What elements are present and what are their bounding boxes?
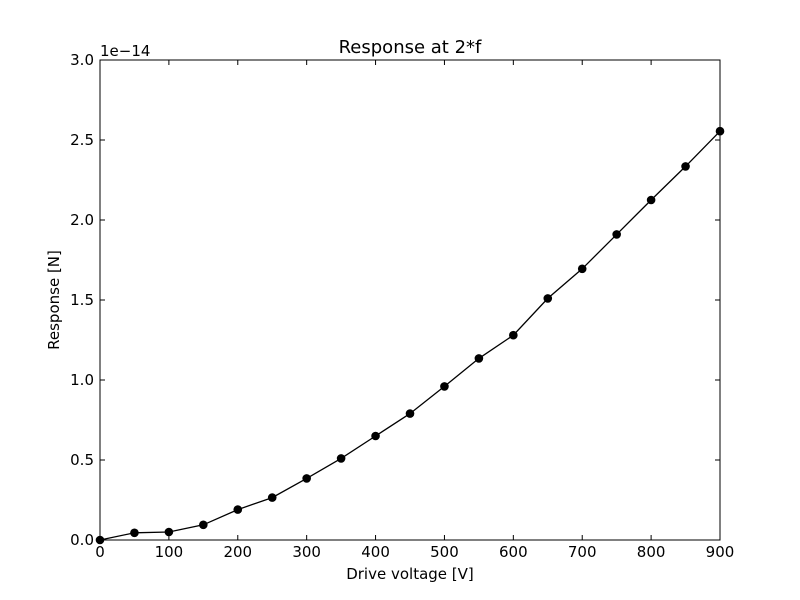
y-tick-label: 2.0: [70, 211, 94, 229]
data-point: [612, 230, 621, 239]
chart-title: Response at 2*f: [339, 37, 482, 58]
data-point: [164, 527, 174, 537]
x-tick-label: 300: [292, 543, 321, 561]
x-tick-label: 500: [430, 543, 459, 561]
ticks-layer: 0 100 200 300 400 500 600 700 800 900 0.0 0.5 1.0 1.5…: [70, 51, 734, 561]
x-tick-label: 400: [361, 543, 390, 561]
data-point: [681, 162, 690, 171]
y-tick-label: 3.0: [70, 51, 94, 69]
data-point: [233, 505, 243, 514]
data-point: [577, 264, 587, 274]
x-tick-label: 900: [706, 543, 735, 561]
y-tick-label: 0.0: [70, 531, 94, 549]
y-tick-label: 0.5: [70, 451, 94, 469]
marker-layer: [95, 126, 725, 545]
data-point: [371, 431, 380, 441]
data-point: [130, 528, 139, 538]
data-point: [405, 409, 415, 418]
data-point: [440, 382, 449, 391]
y-tick-label: 2.5: [70, 131, 94, 149]
x-tick-label: 0: [95, 543, 105, 561]
x-tick-label: 600: [499, 543, 528, 561]
data-point: [474, 354, 484, 363]
y-tick-label: 1.5: [70, 291, 94, 309]
y-axis-title: Response [N]: [45, 250, 63, 350]
data-point: [199, 520, 208, 530]
y-tick-label: 1.0: [70, 371, 94, 389]
plot-area-frame: [99, 59, 721, 541]
data-point: [543, 294, 553, 303]
x-tick-label: 100: [155, 543, 184, 561]
data-point: [336, 454, 346, 463]
data-point: [509, 330, 518, 340]
data-point: [646, 195, 656, 205]
x-tick-label: 200: [223, 543, 252, 561]
data-point: [267, 493, 277, 502]
x-tick-label: 700: [568, 543, 597, 561]
data-point: [302, 474, 311, 483]
y-offset-label: 1e−14: [100, 42, 150, 60]
x-axis-title: Drive voltage [V]: [346, 565, 474, 583]
x-tick-label: 800: [637, 543, 666, 561]
